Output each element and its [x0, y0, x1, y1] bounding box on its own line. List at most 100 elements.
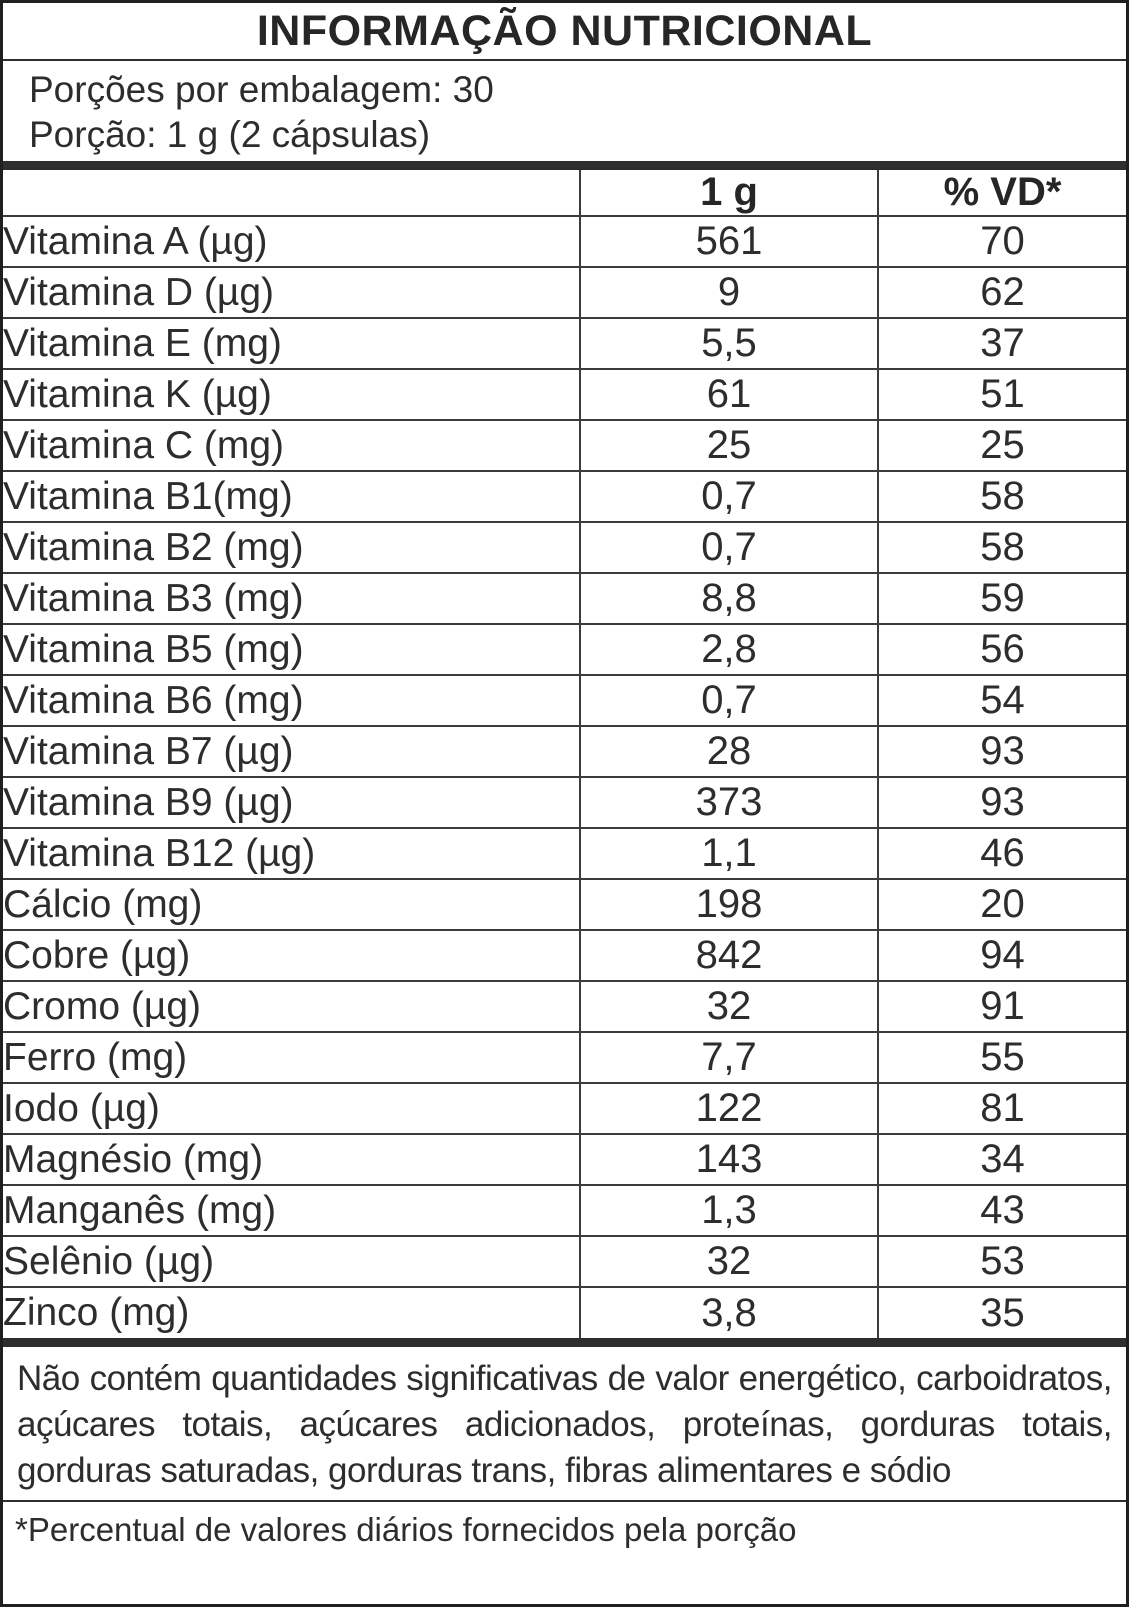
table-row: Vitamina A (µg) 561 70: [3, 216, 1126, 267]
nutrient-dv: 56: [877, 623, 1126, 675]
daily-value-footnote: *Percentual de valores diários fornecido…: [3, 1500, 1126, 1551]
nutrient-dv: 93: [877, 776, 1126, 828]
nutrient-label: Vitamina B12 (µg): [3, 827, 580, 879]
nutrient-label: Vitamina B9 (µg): [3, 776, 580, 828]
nutrient-label: Zinco (mg): [3, 1286, 580, 1338]
table-row: Vitamina D (µg) 9 62: [3, 266, 1126, 318]
nutrient-label: Cromo (µg): [3, 980, 580, 1032]
table-row: Vitamina K (µg) 61 51: [3, 368, 1126, 420]
table-row: Vitamina B9 (µg) 373 93: [3, 776, 1126, 828]
daily-value-column-header: % VD*: [877, 170, 1126, 217]
nutrient-amount: 198: [579, 878, 878, 930]
table-row: Cromo (µg) 32 91: [3, 980, 1126, 1032]
nutrient-amount: 1,1: [579, 827, 878, 879]
nutrient-amount: 28: [579, 725, 878, 777]
nutrient-dv: 53: [877, 1235, 1126, 1287]
nutrient-amount: 32: [579, 1235, 878, 1287]
table-row: Selênio (µg) 32 53: [3, 1235, 1126, 1287]
nutrient-amount: 32: [579, 980, 878, 1032]
nutrient-label: Cobre (µg): [3, 929, 580, 981]
nutrition-table: 1 g % VD* Vitamina A (µg) 561 70 Vitamin…: [3, 170, 1126, 1338]
table-row: Iodo (µg) 122 81: [3, 1082, 1126, 1134]
thick-divider-bottom: [3, 1338, 1126, 1347]
table-row: Vitamina B3 (mg) 8,8 59: [3, 572, 1126, 624]
table-row: Magnésio (mg) 143 34: [3, 1133, 1126, 1185]
nutrient-dv: 25: [877, 419, 1126, 471]
serving-size: Porção: 1 g (2 cápsulas): [29, 114, 431, 155]
table-row: Zinco (mg) 3,8 35: [3, 1286, 1126, 1338]
table-row: Vitamina B5 (mg) 2,8 56: [3, 623, 1126, 675]
nutrient-dv: 54: [877, 674, 1126, 726]
nutrient-dv: 94: [877, 929, 1126, 981]
nutrient-label: Selênio (µg): [3, 1235, 580, 1287]
nutrient-amount: 5,5: [579, 317, 878, 369]
nutrient-amount: 2,8: [579, 623, 878, 675]
label-header: INFORMAÇÃO NUTRICIONAL: [3, 3, 1126, 61]
nutrient-label: Vitamina B6 (mg): [3, 674, 580, 726]
amount-column-header: 1 g: [579, 170, 878, 217]
table-row: Vitamina B1(mg) 0,7 58: [3, 470, 1126, 522]
nutrient-amount: 0,7: [579, 674, 878, 726]
nutrient-label: Iodo (µg): [3, 1082, 580, 1134]
table-row: Vitamina B12 (µg) 1,1 46: [3, 827, 1126, 879]
nutrient-dv: 93: [877, 725, 1126, 777]
empty-header-cell: [3, 170, 580, 217]
nutrient-amount: 0,7: [579, 521, 878, 573]
servings-per-package: Porções por embalagem: 30: [29, 69, 494, 110]
nutrient-amount: 0,7: [579, 470, 878, 522]
nutrient-label: Vitamina C (mg): [3, 419, 580, 471]
nutrient-label: Vitamina B7 (µg): [3, 725, 580, 777]
nutrient-amount: 7,7: [579, 1031, 878, 1083]
table-row: Cobre (µg) 842 94: [3, 929, 1126, 981]
nutrient-amount: 373: [579, 776, 878, 828]
nutrient-dv: 70: [877, 216, 1126, 267]
nutrient-dv: 81: [877, 1082, 1126, 1134]
nutrient-label: Manganês (mg): [3, 1184, 580, 1236]
nutrient-dv: 91: [877, 980, 1126, 1032]
nutrient-label: Cálcio (mg): [3, 878, 580, 930]
nutrient-amount: 9: [579, 266, 878, 318]
nutrient-amount: 3,8: [579, 1286, 878, 1338]
nutrient-label: Vitamina B5 (mg): [3, 623, 580, 675]
nutrient-dv: 46: [877, 827, 1126, 879]
table-row: Vitamina B6 (mg) 0,7 54: [3, 674, 1126, 726]
table-row: Cálcio (mg) 198 20: [3, 878, 1126, 930]
nutrient-amount: 61: [579, 368, 878, 420]
nutrient-label: Vitamina B1(mg): [3, 470, 580, 522]
nutrient-dv: 43: [877, 1184, 1126, 1236]
table-row: Vitamina B7 (µg) 28 93: [3, 725, 1126, 777]
nutrient-amount: 1,3: [579, 1184, 878, 1236]
nutrient-label: Vitamina K (µg): [3, 368, 580, 420]
nutrient-amount: 8,8: [579, 572, 878, 624]
nutrient-dv: 62: [877, 266, 1126, 318]
nutrient-dv: 51: [877, 368, 1126, 420]
serving-info: Porções por embalagem: 30 Porção: 1 g (2…: [3, 61, 1126, 161]
nutrient-dv: 20: [877, 878, 1126, 930]
nutrient-dv: 58: [877, 521, 1126, 573]
nutrient-amount: 561: [579, 216, 878, 267]
nutrient-amount: 143: [579, 1133, 878, 1185]
nutrient-label: Vitamina B2 (mg): [3, 521, 580, 573]
nutrient-amount: 122: [579, 1082, 878, 1134]
nutrient-label: Vitamina B3 (mg): [3, 572, 580, 624]
nutrient-dv: 59: [877, 572, 1126, 624]
nutrient-amount: 842: [579, 929, 878, 981]
nutrient-dv: 37: [877, 317, 1126, 369]
nutrient-label: Magnésio (mg): [3, 1133, 580, 1185]
nutrient-dv: 35: [877, 1286, 1126, 1338]
table-row: Vitamina C (mg) 25 25: [3, 419, 1126, 471]
nutrient-dv: 55: [877, 1031, 1126, 1083]
table-row: Vitamina B2 (mg) 0,7 58: [3, 521, 1126, 573]
page-title: INFORMAÇÃO NUTRICIONAL: [256, 6, 873, 55]
nutrient-dv: 34: [877, 1133, 1126, 1185]
nutrient-amount: 25: [579, 419, 878, 471]
nutrient-dv: 58: [877, 470, 1126, 522]
table-header-row: 1 g % VD*: [3, 170, 1126, 217]
nutrient-label: Vitamina D (µg): [3, 266, 580, 318]
table-row: Manganês (mg) 1,3 43: [3, 1184, 1126, 1236]
nutrient-label: Vitamina E (mg): [3, 317, 580, 369]
no-significant-amounts-text: Não contém quantidades significativas de…: [17, 1359, 1113, 1490]
table-row: Ferro (mg) 7,7 55: [3, 1031, 1126, 1083]
nutrient-label: Ferro (mg): [3, 1031, 580, 1083]
